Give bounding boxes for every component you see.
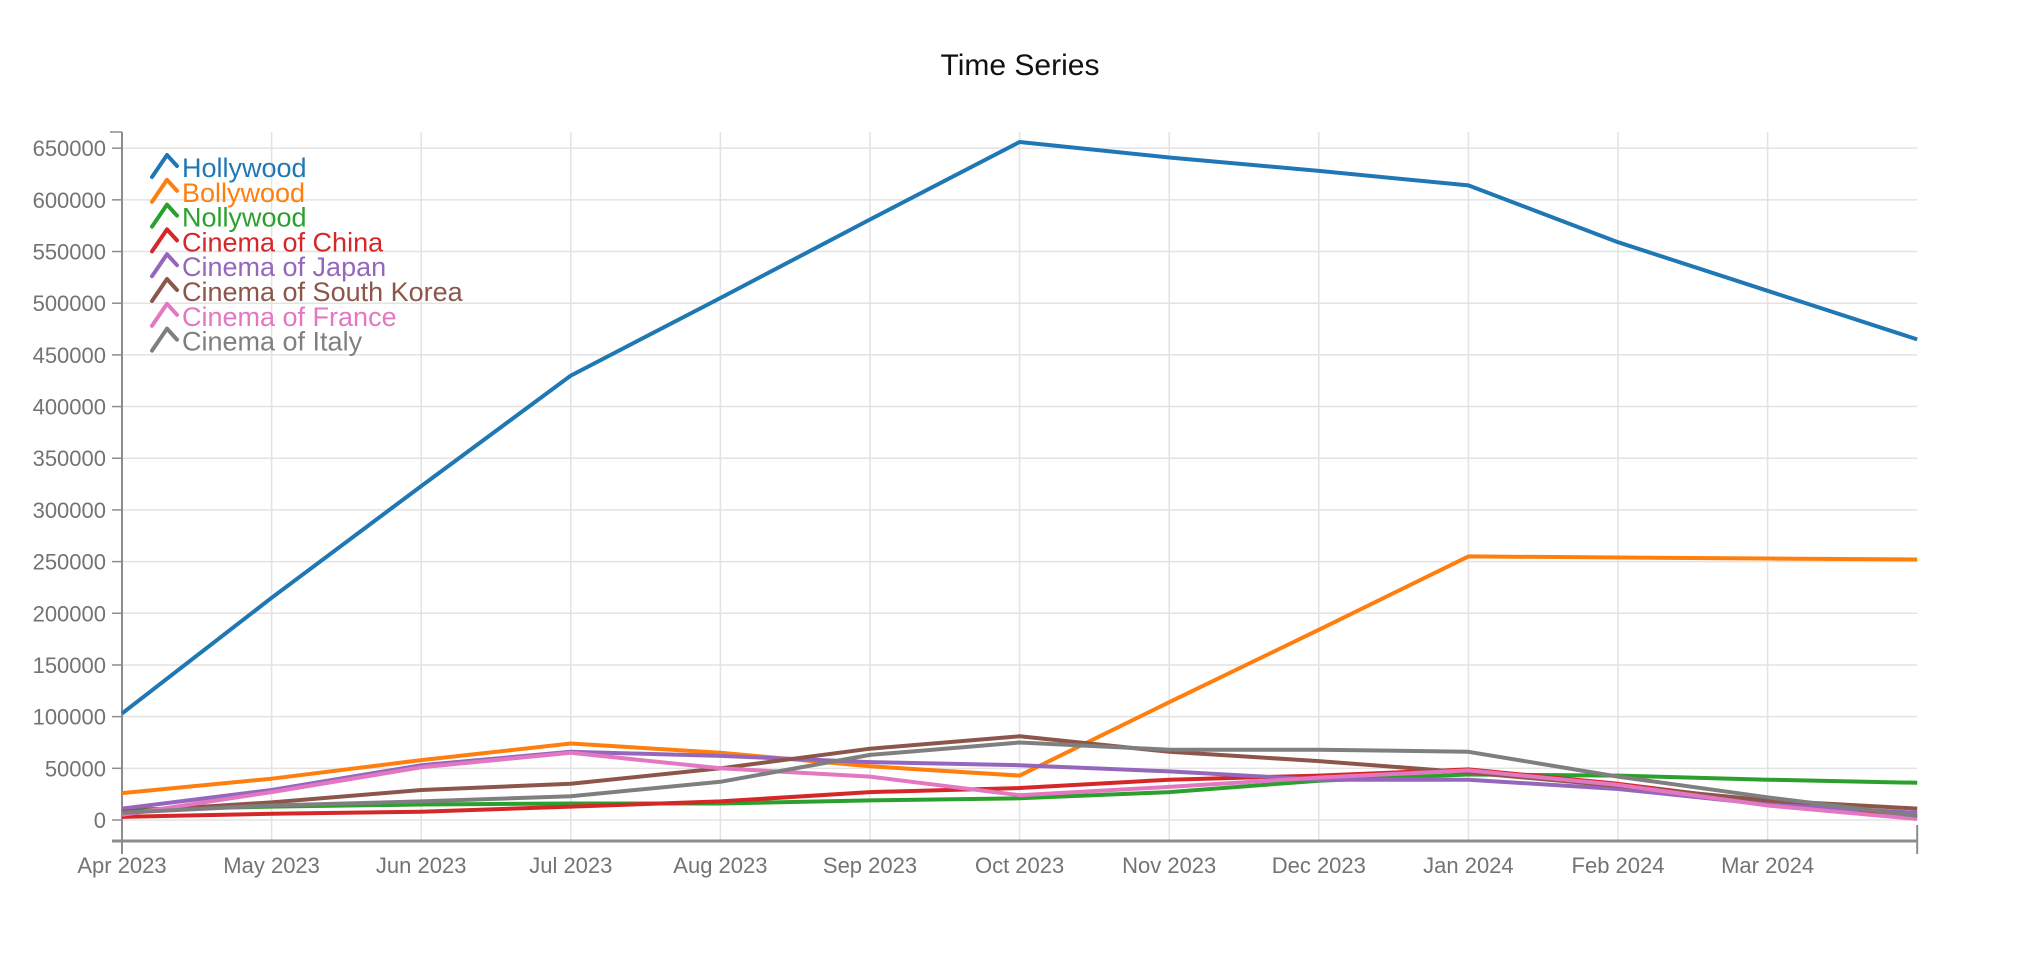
y-tick-label: 150000 [33, 653, 106, 678]
legend-item-hollywood[interactable]: Hollywood [150, 153, 307, 183]
x-tick-label: Jan 2024 [1423, 853, 1514, 878]
series-layer [120, 140, 1918, 821]
legend-label: Cinema of China [182, 227, 384, 257]
series-line-cinema-of-italy [121, 740, 1918, 818]
x-tick-label: Jun 2023 [376, 853, 467, 878]
x-tick-label: Mar 2024 [1721, 853, 1814, 878]
x-tick-label: Nov 2023 [1122, 853, 1216, 878]
legend-item-cinema-of-france[interactable]: Cinema of France [150, 301, 397, 332]
legend-item-nollywood[interactable]: Nollywood [150, 202, 307, 233]
y-tick-label: 500000 [33, 291, 106, 316]
legend-line-glyph [150, 153, 179, 179]
series-line-cinema-of-japan [121, 749, 1918, 815]
x-tick-label: Feb 2024 [1572, 853, 1665, 878]
x-tick-label: Oct 2023 [975, 853, 1064, 878]
x-tick-label: Jul 2023 [529, 853, 612, 878]
x-tick-label: Dec 2023 [1272, 853, 1366, 878]
legend-line-glyph [150, 301, 179, 328]
y-tick-label: 200000 [33, 601, 106, 626]
legend-label: Cinema of Italy [182, 327, 363, 357]
axis-layer: 0 50000 100000 150000 200000 250000 300000 3500… [33, 131, 1919, 878]
x-tick-label: Sep 2023 [823, 853, 917, 878]
x-tick-label: Apr 2023 [77, 853, 166, 878]
y-tick-label: 600000 [33, 188, 106, 213]
legend-line-glyph [150, 227, 179, 254]
legend-line-glyph [150, 202, 179, 229]
series-line-hollywood [120, 140, 1918, 716]
legend-label: Cinema of France [182, 302, 397, 332]
legend-item-cinema-of-south-korea[interactable]: Cinema of South Korea [150, 277, 464, 307]
legend-item-cinema-of-japan[interactable]: Cinema of Japan [150, 252, 386, 282]
legend-item-cinema-of-china[interactable]: Cinema of China [150, 227, 384, 257]
legend-line-glyph [150, 177, 179, 204]
y-tick-label: 50000 [45, 756, 106, 781]
grid-layer [121, 132, 1918, 841]
legend-item-bollywood[interactable]: Bollywood [150, 177, 305, 208]
y-tick-label: 300000 [33, 498, 106, 523]
y-tick-label: 550000 [33, 240, 106, 265]
legend-label: Bollywood [182, 178, 305, 208]
series-line-cinema-of-france [121, 750, 1918, 821]
y-tick-label: 450000 [33, 343, 106, 368]
legend-label: Nollywood [182, 203, 307, 233]
y-tick-label: 350000 [33, 446, 106, 471]
legend-item-cinema-of-italy[interactable]: Cinema of Italy [150, 326, 363, 357]
legend-label: Cinema of South Korea [182, 277, 464, 307]
legend-label: Hollywood [182, 153, 307, 183]
legend-line-glyph [150, 326, 179, 353]
y-tick-label: 100000 [33, 705, 106, 730]
x-tick-label: Aug 2023 [673, 853, 767, 878]
y-tick-label: 650000 [33, 136, 106, 161]
series-line-bollywood [121, 554, 1918, 796]
y-tick-label: 250000 [33, 550, 106, 575]
chart-title: Time Series [941, 49, 1100, 82]
legend-label: Cinema of Japan [182, 252, 386, 282]
legend-line-glyph [150, 277, 179, 303]
legend-line-glyph [150, 252, 179, 279]
x-tick-label: May 2023 [223, 853, 320, 878]
y-tick-label: 400000 [33, 395, 106, 420]
y-tick-label: 0 [94, 808, 106, 833]
